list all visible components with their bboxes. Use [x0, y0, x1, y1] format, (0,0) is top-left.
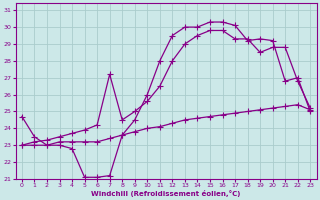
X-axis label: Windchill (Refroidissement éolien,°C): Windchill (Refroidissement éolien,°C) — [92, 190, 241, 197]
